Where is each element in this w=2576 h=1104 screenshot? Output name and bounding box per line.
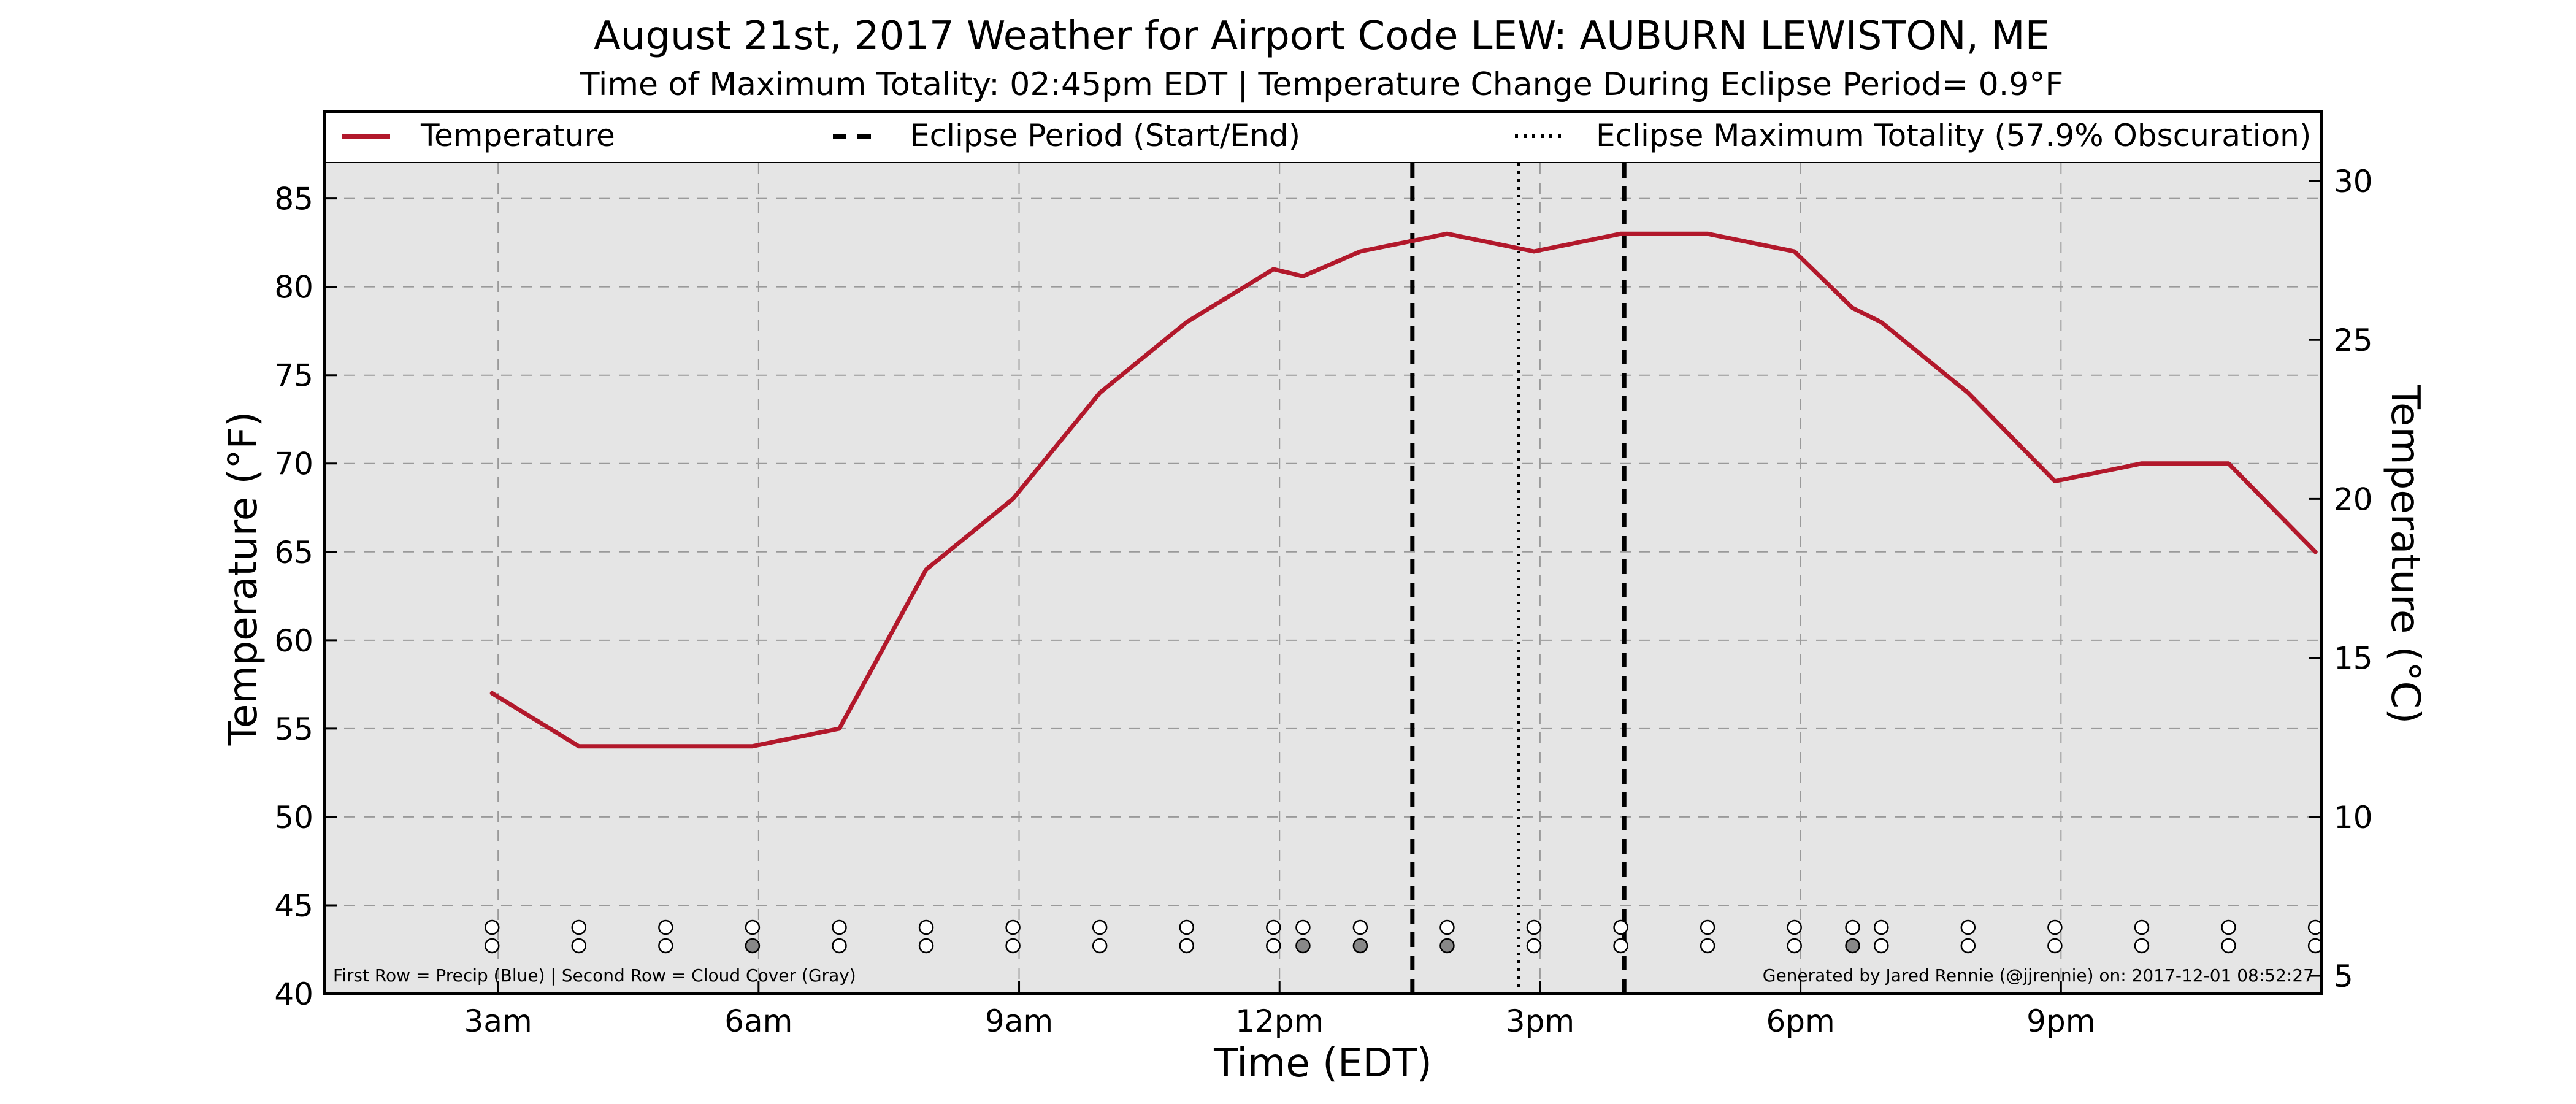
y-tick-label-left: 45 (274, 888, 313, 924)
legend-eclipse-period-label: Eclipse Period (Start/End) (910, 118, 1300, 153)
precip-marker (1787, 919, 1802, 935)
precip-marker (2307, 919, 2323, 935)
x-tick-label: 3pm (1506, 1003, 1574, 1039)
y-tick-label-left: 60 (274, 623, 313, 659)
x-tick-label: 9pm (2026, 1003, 2095, 1039)
y-tick-label-left: 70 (274, 447, 313, 482)
cloud-cover-marker (1845, 938, 1860, 954)
y-tick-label-left: 65 (274, 535, 313, 570)
precip-marker (1874, 919, 1889, 935)
axis-ticks: 40 45 50 55 60 65 70 75 80 85 3am 6am 9am 12pm 3pm 6pm 9… (274, 164, 2372, 1039)
legend-box: Temperature Eclipse Period (Start/End) E… (323, 110, 2323, 164)
chart-title: August 21st, 2017 Weather for Airport Co… (594, 13, 2050, 59)
y-tick-label-right: 5 (2334, 959, 2353, 994)
precip-marker (2221, 919, 2236, 935)
cloud-cover-marker (832, 938, 847, 954)
precip-marker (1526, 919, 1542, 935)
cloud-cover-marker (1295, 938, 1311, 954)
x-tick-label: 12pm (1235, 1003, 1324, 1039)
y-tick-label-left: 80 (274, 270, 313, 305)
precip-marker (1700, 919, 1715, 935)
legend-temperature-label: Temperature (420, 118, 615, 153)
precip-marker (2047, 919, 2063, 935)
cloud-cover-marker (2307, 938, 2323, 954)
y-tick-label-right: 20 (2334, 481, 2373, 517)
precip-marker (571, 919, 587, 935)
cloud-cover-marker (1005, 938, 1021, 954)
precip-marker (1439, 919, 1455, 935)
cloud-cover-marker (2221, 938, 2236, 954)
precip-marker (2134, 919, 2150, 935)
cloud-cover-marker (1874, 938, 1889, 954)
precip-marker (484, 919, 500, 935)
cloud-cover-marker (1179, 938, 1194, 954)
cloud-cover-marker (1613, 938, 1628, 954)
precip-marker (1960, 919, 1976, 935)
precip-marker (832, 919, 847, 935)
precip-marker (1005, 919, 1021, 935)
x-axis-label: Time (EDT) (1213, 1041, 1432, 1086)
y-tick-label-left: 75 (274, 358, 313, 394)
cloud-cover-marker (658, 938, 673, 954)
y-tick-label-right: 10 (2334, 800, 2373, 835)
y-tick-label-left: 55 (274, 711, 313, 747)
temperature-line (489, 231, 2318, 749)
footnote-left: First Row = Precip (Blue) | Second Row =… (333, 965, 856, 986)
precip-marker (1092, 919, 1108, 935)
cloud-cover-marker (484, 938, 500, 954)
cloud-cover-marker (2134, 938, 2150, 954)
x-tick-label: 9am (985, 1003, 1053, 1039)
cloud-cover-marker (1092, 938, 1108, 954)
y-axis-label-right: Temperature (°C) (2382, 385, 2428, 724)
footnote-right: Generated by Jared Rennie (@jjrennie) on… (1763, 965, 2314, 986)
y-tick-label-left: 40 (274, 976, 313, 1012)
eclipse-lines (1410, 163, 1627, 994)
precip-marker (1295, 919, 1311, 935)
cloud-cover-marker (2047, 938, 2063, 954)
cloud-cover-marker (1266, 938, 1281, 954)
cloud-cover-marker (1700, 938, 1715, 954)
cloud-cover-marker (1439, 938, 1455, 954)
grid-lines (324, 163, 2321, 994)
cloud-cover-marker (745, 938, 761, 954)
precip-marker (1613, 919, 1628, 935)
chart-subtitle: Time of Maximum Totality: 02:45pm EDT | … (580, 66, 2063, 103)
plot-area (324, 163, 2321, 994)
legend-eclipse-max-label: Eclipse Maximum Totality (57.9% Obscurat… (1596, 118, 2311, 153)
precip-marker (658, 919, 673, 935)
y-tick-label-left: 85 (274, 182, 313, 217)
y-tick-label-left: 50 (274, 800, 313, 835)
cloud-cover-marker (1526, 938, 1542, 954)
precip-marker (918, 919, 934, 935)
y-tick-label-right: 30 (2334, 164, 2373, 199)
precip-marker (1352, 919, 1368, 935)
cloud-cover-marker (1787, 938, 1802, 954)
precip-marker (745, 919, 761, 935)
x-tick-label: 6pm (1766, 1003, 1834, 1039)
y-tick-label-right: 25 (2334, 323, 2373, 358)
x-tick-label: 3am (464, 1003, 532, 1039)
precip-marker (1179, 919, 1194, 935)
precip-marker (1845, 919, 1860, 935)
y-tick-label-right: 15 (2334, 641, 2373, 677)
precip-marker (1266, 919, 1281, 935)
cloud-cover-marker (1960, 938, 1976, 954)
x-tick-label: 6am (724, 1003, 792, 1039)
temperature-series (489, 231, 2318, 749)
cloud-cover-marker (1352, 938, 1368, 954)
y-axis-label-left: Temperature (°F) (221, 412, 266, 746)
cloud-cover-marker (571, 938, 587, 954)
cloud-cover-marker (918, 938, 934, 954)
indicator-markers (484, 919, 2323, 954)
